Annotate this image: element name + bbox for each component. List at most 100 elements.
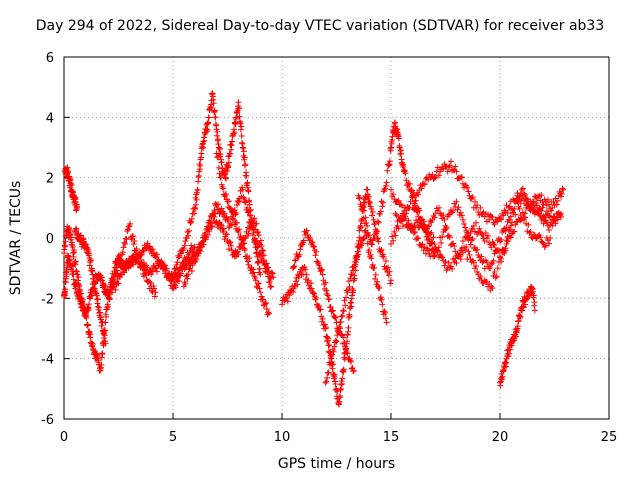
data-point [304, 231, 311, 238]
data-point [358, 216, 365, 223]
data-point [218, 205, 225, 212]
data-point [193, 196, 200, 203]
data-point [71, 249, 78, 256]
data-point [294, 253, 301, 260]
data-point [120, 244, 127, 251]
data-point [151, 293, 158, 300]
data-point [550, 199, 557, 206]
data-point [348, 358, 355, 365]
data-point [184, 229, 191, 236]
data-point [331, 343, 338, 350]
data-point [292, 257, 299, 264]
data-point [112, 286, 119, 293]
data-point [325, 335, 332, 342]
data-point [508, 219, 515, 226]
data-point [185, 232, 192, 239]
data-point [530, 288, 537, 295]
data-point [421, 181, 428, 188]
data-point [389, 233, 396, 240]
data-point [226, 204, 233, 211]
data-point [500, 212, 507, 219]
data-point [542, 242, 549, 249]
data-point [217, 221, 224, 228]
data-point [369, 212, 376, 219]
data-point [257, 289, 264, 296]
data-point [409, 226, 416, 233]
data-point [547, 235, 554, 241]
data-point [80, 235, 87, 242]
data-points [61, 90, 567, 408]
data-point [374, 236, 381, 243]
data-point [366, 199, 373, 206]
data-point [489, 213, 496, 220]
data-point [319, 315, 326, 322]
data-point [209, 223, 216, 230]
data-point [308, 285, 315, 292]
data-point [478, 253, 485, 260]
data-point [341, 340, 348, 347]
data-point [256, 250, 263, 257]
data-point [70, 271, 77, 278]
data-point [237, 244, 244, 251]
data-point [383, 319, 390, 326]
data-point [279, 301, 285, 308]
data-point [73, 226, 80, 233]
data-point [157, 263, 164, 270]
data-point [344, 350, 351, 357]
data-point [329, 307, 336, 314]
data-point [130, 241, 137, 248]
data-point [377, 294, 384, 301]
data-point [444, 168, 451, 175]
data-point [104, 303, 111, 310]
data-point [249, 266, 256, 273]
data-point [295, 274, 302, 281]
data-point [321, 281, 328, 288]
data-point [193, 251, 200, 258]
data-point [416, 216, 423, 223]
data-point [550, 213, 557, 220]
data-point [345, 286, 352, 293]
data-point [220, 185, 227, 192]
data-point [453, 168, 460, 175]
data-point [309, 239, 316, 246]
data-point [432, 174, 439, 181]
data-point [558, 190, 565, 197]
data-point [262, 300, 269, 307]
data-point [73, 281, 80, 288]
data-point [505, 227, 512, 234]
data-point [347, 275, 354, 282]
data-point [289, 288, 296, 295]
data-point [87, 331, 94, 338]
data-point [159, 266, 166, 273]
data-point [380, 311, 387, 318]
data-point [457, 209, 464, 216]
data-point [459, 237, 466, 244]
data-point [106, 294, 113, 301]
data-point [181, 242, 188, 249]
data-point [557, 190, 564, 197]
data-point [263, 265, 270, 272]
data-point [244, 204, 251, 211]
data-point [340, 334, 347, 341]
data-point [429, 171, 436, 178]
data-point [465, 248, 472, 255]
data-point [325, 369, 332, 376]
data-point [440, 212, 447, 219]
data-point [246, 225, 253, 232]
data-point [445, 211, 452, 218]
data-point [223, 231, 230, 238]
data-point [349, 264, 356, 271]
data-point [108, 289, 115, 296]
data-point [174, 259, 181, 266]
data-point [170, 272, 177, 279]
data-point [374, 228, 381, 235]
data-point [415, 235, 422, 242]
data-point [246, 218, 253, 225]
data-point [240, 194, 247, 201]
data-point [263, 306, 270, 313]
data-point [62, 288, 69, 295]
data-point [560, 186, 567, 193]
data-point [269, 270, 276, 277]
data-point [350, 367, 357, 374]
data-point [507, 213, 514, 220]
